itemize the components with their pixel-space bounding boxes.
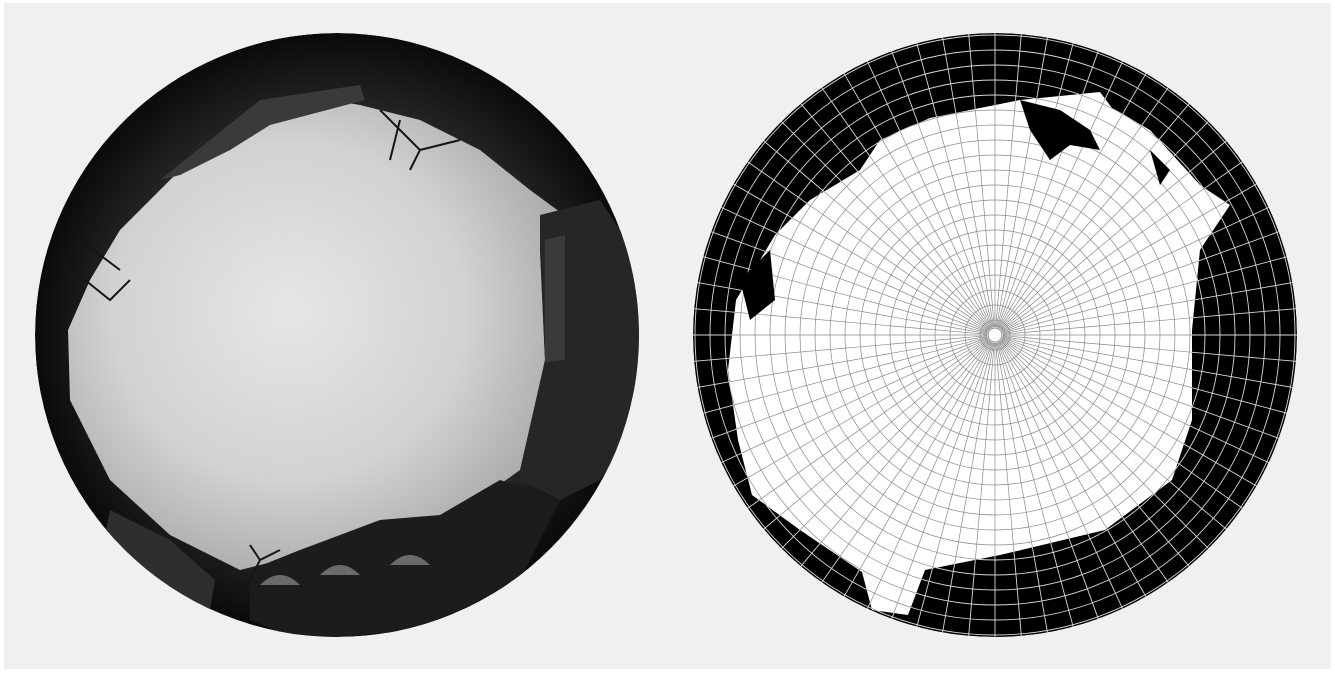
grid-spoke xyxy=(728,337,988,439)
grid-spoke xyxy=(728,336,988,414)
grid-spoke xyxy=(998,92,1147,329)
grid-spoke xyxy=(867,342,992,609)
grid-spoke xyxy=(1002,256,1230,334)
grid-spoke xyxy=(1002,337,1230,439)
grid-spoke xyxy=(942,92,994,328)
windows xyxy=(260,555,430,585)
grid-spoke xyxy=(728,335,988,362)
building xyxy=(100,510,215,610)
grid-spoke xyxy=(1002,335,1230,362)
grid-spoke xyxy=(821,341,991,583)
grid-spoke xyxy=(916,92,994,328)
grid-spoke xyxy=(1001,183,1230,332)
grid-spoke xyxy=(999,103,1190,330)
grid-spoke xyxy=(995,92,1022,328)
fisheye-photo xyxy=(35,33,639,637)
grid-spoke xyxy=(1001,161,1230,331)
grid-spoke xyxy=(728,338,988,463)
grid-spoke xyxy=(1002,336,1230,388)
grid-spoke xyxy=(996,92,1074,328)
grid-spoke xyxy=(1002,336,1230,414)
grid-spoke xyxy=(763,339,990,530)
tree-branches xyxy=(59,109,461,601)
grid-spoke xyxy=(728,308,988,335)
grid-spoke xyxy=(781,340,990,549)
grid-spoke xyxy=(733,338,989,487)
grid-spoke xyxy=(996,92,1048,328)
grid-spoke xyxy=(800,340,991,567)
segmented-image xyxy=(693,33,1297,637)
grid-spoke xyxy=(968,92,995,328)
sky xyxy=(68,100,560,570)
tree-speckles xyxy=(740,100,1170,320)
grid-spoke xyxy=(891,342,993,615)
grid-spoke xyxy=(999,92,1169,329)
grid-spoke xyxy=(1002,308,1230,335)
grid-spoke xyxy=(843,341,992,597)
grid-spoke xyxy=(997,92,1099,328)
building-facade xyxy=(545,235,565,362)
grid-spoke xyxy=(747,339,989,509)
grid-spoke xyxy=(998,92,1123,328)
zenith xyxy=(987,327,1003,343)
building-roof xyxy=(160,85,365,180)
grid-spoke xyxy=(728,336,988,388)
grid-spoke xyxy=(1002,231,1230,333)
grid-spoke xyxy=(1002,282,1230,334)
